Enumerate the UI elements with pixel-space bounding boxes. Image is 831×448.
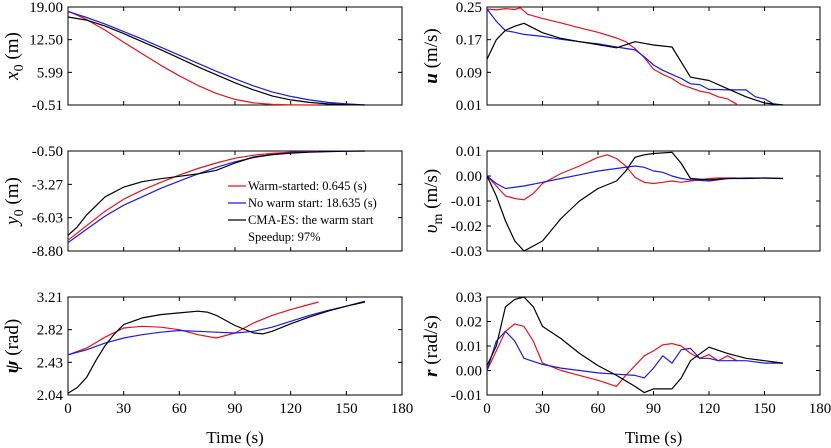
y-tick-label: 0.03 xyxy=(456,290,482,306)
y-tick-label: -0.03 xyxy=(451,244,482,260)
y-tick-label: 0.25 xyxy=(456,0,482,16)
y-axis-label: υm (m/s) xyxy=(421,169,446,233)
x-tick-label: 30 xyxy=(535,401,550,417)
y-tick-label: 3.21 xyxy=(37,290,63,306)
legend-entry-2: No warm start: 18.635 (s) xyxy=(248,196,377,210)
y-tick-label: 0.00 xyxy=(456,169,482,185)
x-tick-label: 0 xyxy=(64,401,72,417)
y-tick-label: -0.01 xyxy=(451,388,482,404)
y-tick-label: -0.51 xyxy=(32,98,63,114)
series-line-2 xyxy=(486,330,783,379)
x-tick-label: 150 xyxy=(335,401,358,417)
x-tick-label: 120 xyxy=(279,401,302,417)
series-line-3 xyxy=(67,301,366,394)
y-tick-label: 0.00 xyxy=(456,364,482,380)
plot-frame xyxy=(486,150,821,252)
y-axis-label: r (rad/s) xyxy=(421,315,442,377)
y-tick-label: 0.09 xyxy=(456,65,482,81)
series-line-2 xyxy=(486,8,784,106)
x-tick-label: 180 xyxy=(391,401,414,417)
plot-frame xyxy=(486,6,821,106)
subplot-2: 0.25 0.17 0.09 0.01 u (m/s) xyxy=(421,0,821,114)
x-tick-label: 30 xyxy=(116,401,131,417)
series-line-1 xyxy=(67,301,319,356)
series-line-3 xyxy=(486,296,784,394)
y-tick-label: 2.04 xyxy=(37,388,64,404)
y-tick-label: 0.01 xyxy=(456,144,482,160)
x-axis-label: Time (s) xyxy=(206,428,263,447)
series-line-1 xyxy=(486,154,737,201)
y-tick-label: 2.82 xyxy=(37,323,63,339)
series-line-1 xyxy=(486,7,738,105)
y-axis-label: u (m/s) xyxy=(421,28,442,83)
x-tick-label: 180 xyxy=(809,401,831,417)
legend-entry-1: Warm-started: 0.645 (s) xyxy=(248,179,367,193)
y-tick-label: -0.50 xyxy=(32,144,63,160)
y-tick-label: 2.43 xyxy=(37,355,63,371)
series-line-1 xyxy=(67,10,319,106)
x-axis-label: Time (s) xyxy=(625,428,682,447)
subplot-1: 19.00 12.50 5.99 -0.51 x0 (m) xyxy=(2,0,403,114)
x-tick-label: 60 xyxy=(591,401,606,417)
subplot-6: 0.03 0.02 0.01 0.00 -0.010 30 60 90 120 150 180 Tim… xyxy=(421,290,831,447)
x-tick-label: 150 xyxy=(753,401,776,417)
y-axis-label: x0 (m) xyxy=(2,32,27,81)
y-tick-label: 0.02 xyxy=(456,315,482,331)
series-line-2 xyxy=(67,10,365,106)
x-tick-label: 60 xyxy=(172,401,187,417)
series-line-3 xyxy=(67,150,365,236)
y-tick-label: 0.17 xyxy=(456,33,483,49)
y-tick-label: -6.03 xyxy=(32,211,63,227)
series-line-1 xyxy=(67,150,319,241)
y-tick-label: -0.02 xyxy=(451,219,482,235)
subplot-4: 0.01 0.00 -0.01 -0.02 -0.03 υm (m/s) xyxy=(421,144,821,260)
y-tick-label: -8.80 xyxy=(32,244,63,260)
y-tick-label: 0.01 xyxy=(456,339,482,355)
legend: Warm-started: 0.645 (s) No warm start: 18… xyxy=(228,179,377,244)
plot-frame xyxy=(67,6,403,106)
plot-frame xyxy=(67,296,403,396)
y-axis-label: y0 (m) xyxy=(2,177,27,227)
series-line-3 xyxy=(486,22,784,106)
y-axis-label: ψ (rad) xyxy=(2,319,23,373)
x-tick-label: 0 xyxy=(483,401,491,417)
y-tick-label: -0.01 xyxy=(451,194,482,210)
y-tick-label: -3.27 xyxy=(32,177,64,193)
x-tick-label: 90 xyxy=(228,401,243,417)
series-line-3 xyxy=(67,16,365,106)
subplot-3: -0.50 -3.27 -6.03 -8.80 y0 (m) xyxy=(2,144,403,260)
subplot-5: 3.21 2.82 2.43 2.040 30 60 90 120 150 180 Time (s)… xyxy=(2,290,413,447)
y-tick-label: 0.01 xyxy=(456,98,482,114)
series-line-1 xyxy=(486,323,738,387)
legend-note: Speedup: 97% xyxy=(248,230,321,244)
series-line-2 xyxy=(67,300,366,356)
plot-frame xyxy=(486,296,821,396)
y-tick-label: 19.00 xyxy=(29,0,63,16)
x-tick-label: 120 xyxy=(698,401,721,417)
series-line-3 xyxy=(486,151,784,252)
y-tick-label: 12.50 xyxy=(29,33,63,49)
legend-entry-3: CMA-ES: the warm start xyxy=(248,213,374,227)
x-tick-label: 90 xyxy=(646,401,661,417)
y-tick-label: 5.99 xyxy=(37,65,63,81)
